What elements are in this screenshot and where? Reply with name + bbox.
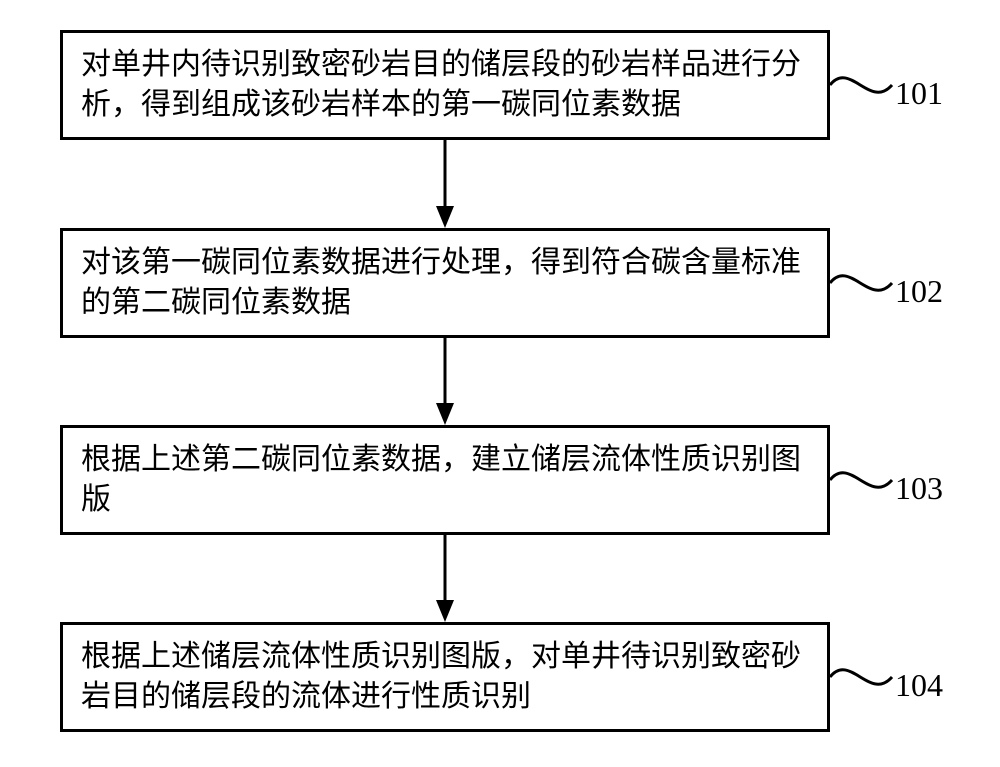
flowchart-step: 根据上述第二碳同位素数据，建立储层流体性质识别图版 xyxy=(60,425,830,535)
label-connector xyxy=(830,78,892,92)
arrow-head-icon xyxy=(436,600,454,622)
step-label: 104 xyxy=(895,667,943,704)
step-label: 102 xyxy=(895,273,943,310)
label-connector xyxy=(830,670,892,684)
step-label: 101 xyxy=(895,75,943,112)
arrow-head-icon xyxy=(436,206,454,228)
flowchart-step: 对单井内待识别致密砂岩目的储层段的砂岩样品进行分析，得到组成该砂岩样本的第一碳同… xyxy=(60,30,830,140)
label-connector xyxy=(830,276,892,290)
flowchart-step: 对该第一碳同位素数据进行处理，得到符合碳含量标准的第二碳同位素数据 xyxy=(60,228,830,338)
step-text: 对单井内待识别致密砂岩目的储层段的砂岩样品进行分析，得到组成该砂岩样本的第一碳同… xyxy=(81,45,809,126)
label-connector xyxy=(830,473,892,487)
flowchart-canvas: 对单井内待识别致密砂岩目的储层段的砂岩样品进行分析，得到组成该砂岩样本的第一碳同… xyxy=(0,0,1000,767)
arrow-head-icon xyxy=(436,403,454,425)
flowchart-step: 根据上述储层流体性质识别图版，对单井待识别致密砂岩目的储层段的流体进行性质识别 xyxy=(60,622,830,732)
step-label: 103 xyxy=(895,470,943,507)
step-text: 根据上述第二碳同位素数据，建立储层流体性质识别图版 xyxy=(81,440,809,521)
step-text: 对该第一碳同位素数据进行处理，得到符合碳含量标准的第二碳同位素数据 xyxy=(81,243,809,324)
step-text: 根据上述储层流体性质识别图版，对单井待识别致密砂岩目的储层段的流体进行性质识别 xyxy=(81,637,809,718)
